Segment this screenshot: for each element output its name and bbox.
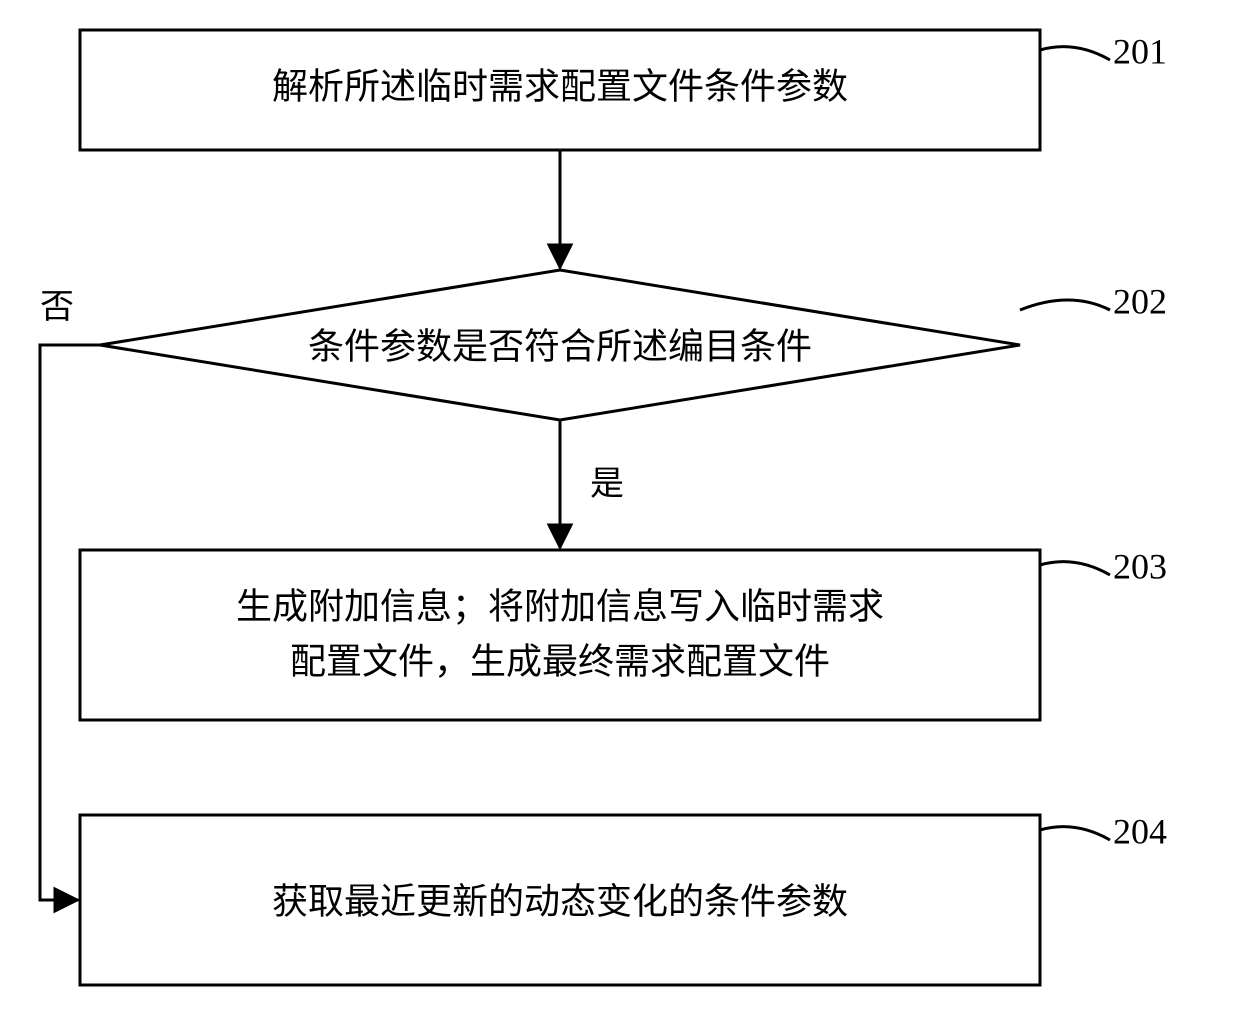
node-201: 解析所述临时需求配置文件条件参数 xyxy=(80,30,1040,150)
node-202: 条件参数是否符合所述编目条件 xyxy=(100,270,1020,420)
edge-yes-label: 是 xyxy=(590,466,624,503)
flowchart-diagram: 解析所述临时需求配置文件条件参数 201 条件参数是否符合所述编目条件 202 … xyxy=(0,0,1240,1012)
label-201: 201 xyxy=(1113,31,1167,71)
node-204-text: 获取最近更新的动态变化的条件参数 xyxy=(272,881,848,921)
leader-201 xyxy=(1040,47,1110,60)
leader-204 xyxy=(1040,827,1110,840)
node-201-text: 解析所述临时需求配置文件条件参数 xyxy=(272,66,848,106)
leader-202 xyxy=(1020,300,1110,310)
node-203-text-line1: 生成附加信息；将附加信息写入临时需求 xyxy=(236,586,884,626)
leader-203 xyxy=(1040,562,1110,575)
label-204: 204 xyxy=(1113,811,1167,851)
label-203: 203 xyxy=(1113,546,1167,586)
edge-no-label: 否 xyxy=(40,289,74,326)
node-204: 获取最近更新的动态变化的条件参数 xyxy=(80,815,1040,985)
label-202: 202 xyxy=(1113,281,1167,321)
node-202-text: 条件参数是否符合所述编目条件 xyxy=(308,326,812,366)
node-203: 生成附加信息；将附加信息写入临时需求 配置文件，生成最终需求配置文件 xyxy=(80,550,1040,720)
edge-202-204-no xyxy=(40,345,100,900)
node-203-text-line2: 配置文件，生成最终需求配置文件 xyxy=(290,641,830,681)
node-203-box xyxy=(80,550,1040,720)
